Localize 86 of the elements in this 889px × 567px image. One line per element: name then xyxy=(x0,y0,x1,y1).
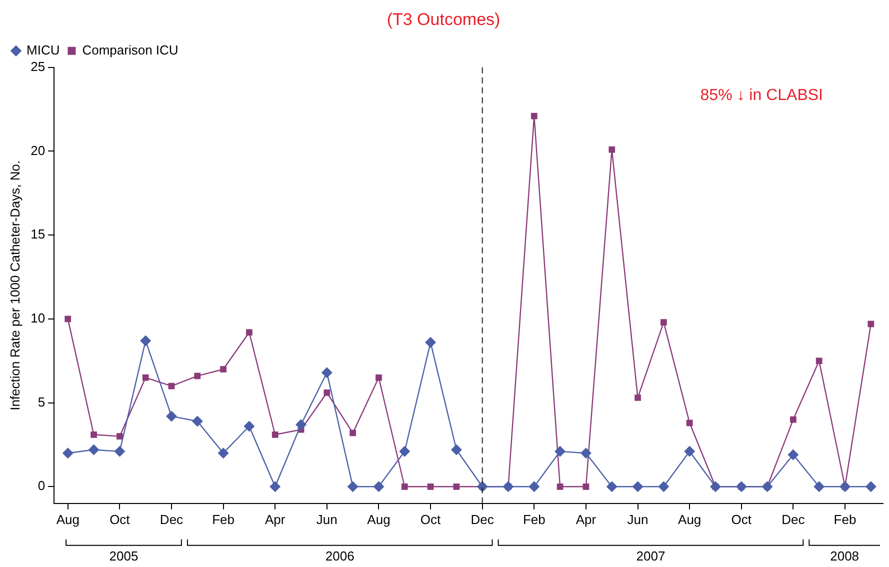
point xyxy=(220,366,226,372)
y-tick-label: 0 xyxy=(38,478,46,494)
x-tick-label: Apr xyxy=(264,512,286,527)
legend-label: MICU xyxy=(26,42,60,58)
point xyxy=(582,483,590,490)
point xyxy=(376,374,382,381)
text: 2005 xyxy=(109,548,138,564)
point xyxy=(347,481,358,492)
point xyxy=(606,481,618,492)
text: 2008 xyxy=(830,548,860,564)
point xyxy=(246,329,252,336)
point xyxy=(166,410,177,422)
point xyxy=(321,367,332,378)
x-tick-label: Jun xyxy=(627,512,648,527)
point xyxy=(530,112,538,120)
x-tick-label: Aug xyxy=(678,512,702,527)
x-tick-label: Apr xyxy=(576,512,597,527)
point xyxy=(324,390,330,396)
point xyxy=(244,420,255,432)
point xyxy=(142,374,149,381)
point xyxy=(114,446,126,457)
point xyxy=(425,336,436,348)
x-tick-label: Feb xyxy=(522,512,546,527)
point xyxy=(814,481,825,492)
chart-title: (T3 Outcomes) xyxy=(386,10,500,29)
point xyxy=(373,481,384,492)
point xyxy=(450,444,462,456)
point xyxy=(762,481,773,492)
point xyxy=(502,481,514,492)
point xyxy=(62,448,74,459)
point xyxy=(116,433,123,440)
point xyxy=(865,481,876,492)
y-tick-label: 15 xyxy=(30,226,46,242)
point xyxy=(88,444,100,456)
text: 2006 xyxy=(325,548,354,564)
point xyxy=(218,448,229,459)
x-tick-label: Dec xyxy=(160,512,184,527)
x-tick-label: Aug xyxy=(367,512,390,527)
point xyxy=(816,358,822,364)
point xyxy=(64,316,72,322)
x-tick-label: Dec xyxy=(470,512,494,527)
x-tick-label: Oct xyxy=(110,512,130,527)
x-tick-label: Oct xyxy=(420,512,442,527)
point xyxy=(710,481,721,492)
point xyxy=(868,320,874,328)
point xyxy=(427,483,434,490)
point xyxy=(194,372,201,380)
point xyxy=(608,146,616,153)
legend-label: Comparison ICU xyxy=(82,42,178,58)
point xyxy=(399,446,410,457)
point xyxy=(192,416,203,427)
y-tick-label: 5 xyxy=(38,394,46,410)
point xyxy=(270,481,281,492)
point xyxy=(788,449,799,460)
y-tick-label: 25 xyxy=(30,58,46,74)
point xyxy=(658,481,670,492)
point xyxy=(554,446,566,457)
point xyxy=(528,481,540,492)
point xyxy=(686,420,693,426)
point xyxy=(90,431,97,438)
point xyxy=(634,394,641,401)
point xyxy=(140,335,152,346)
x-tick-label: Dec xyxy=(782,512,806,527)
point xyxy=(790,416,796,423)
point xyxy=(580,448,592,459)
x-tick-label: Jun xyxy=(316,512,338,527)
x-tick-label: Feb xyxy=(212,512,235,527)
x-tick-label: Feb xyxy=(834,512,856,527)
text: 2007 xyxy=(636,548,666,564)
point xyxy=(556,483,564,490)
point xyxy=(401,483,408,490)
point xyxy=(736,481,747,492)
y-axis-title: Infection Rate per 1000 Catheter-Days, No. xyxy=(7,160,22,410)
point xyxy=(632,481,644,492)
annotation: 85% ↓ in CLABSI xyxy=(700,86,823,104)
point xyxy=(684,446,696,457)
y-tick-label: 10 xyxy=(30,310,46,326)
point xyxy=(272,431,278,438)
point xyxy=(840,481,851,492)
point xyxy=(660,319,667,326)
y-tick-label: 20 xyxy=(30,142,46,158)
x-tick-label: Aug xyxy=(56,512,80,527)
x-tick-label: Oct xyxy=(731,512,752,527)
point xyxy=(296,419,307,430)
point xyxy=(350,430,356,436)
point xyxy=(453,483,460,490)
